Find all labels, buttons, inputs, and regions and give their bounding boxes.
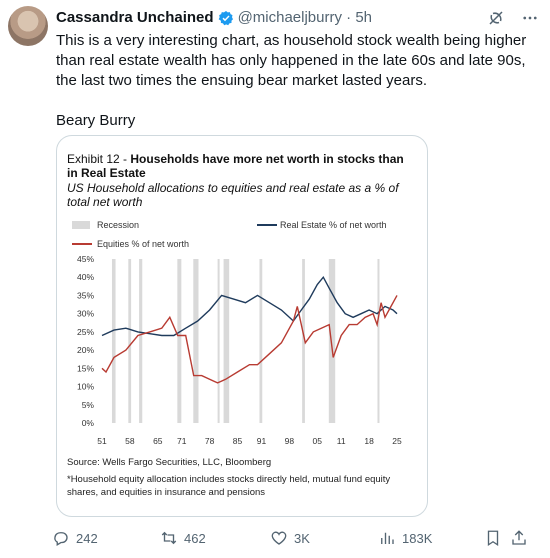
y-tick-label: 5% bbox=[82, 400, 95, 410]
repost-button[interactable]: 462 bbox=[160, 529, 206, 547]
recession-band-4 bbox=[193, 259, 199, 423]
x-tick-label: 65 bbox=[153, 436, 163, 446]
views-icon bbox=[381, 532, 394, 544]
legend-label-equities: Equities % of net worth bbox=[97, 239, 189, 249]
share-icon bbox=[512, 530, 526, 545]
recession-band-0 bbox=[111, 259, 116, 423]
recession-band-2 bbox=[139, 259, 143, 423]
verified-badge-icon bbox=[218, 10, 233, 25]
legend-label-recession: Recession bbox=[97, 220, 139, 230]
view-count: 183K bbox=[402, 530, 433, 546]
author-name[interactable]: Cassandra Unchained bbox=[56, 9, 214, 26]
exhibit-title-text: Households have more net worth in stocks… bbox=[67, 152, 404, 180]
x-tick-label: 11 bbox=[337, 436, 346, 446]
x-tick-label: 78 bbox=[205, 436, 215, 446]
bookmark-button[interactable] bbox=[484, 529, 502, 547]
x-tick-label: 58 bbox=[125, 436, 135, 446]
recession-band-8 bbox=[302, 259, 305, 423]
x-tick-label: 98 bbox=[285, 436, 295, 446]
tweet-header: Cassandra Unchained @michaeljburry · 5h bbox=[56, 9, 372, 26]
y-tick-label: 45% bbox=[77, 254, 94, 264]
chart-footnote: *Household equity allocation includes st… bbox=[67, 474, 391, 498]
x-tick-label: 91 bbox=[257, 436, 267, 446]
views-button[interactable]: 183K bbox=[378, 529, 432, 547]
post-time[interactable]: · 5h bbox=[346, 9, 373, 26]
avatar[interactable] bbox=[8, 6, 48, 46]
equities-line bbox=[101, 295, 398, 384]
y-tick-label: 20% bbox=[77, 345, 94, 355]
recession-band-10 bbox=[377, 259, 380, 423]
bookmark-icon bbox=[487, 530, 499, 547]
real-estate-line bbox=[101, 275, 398, 337]
y-tick-label: 0% bbox=[82, 418, 95, 428]
like-button[interactable]: 3K bbox=[270, 529, 310, 547]
reply-icon bbox=[54, 532, 68, 546]
exhibit-subtitle: US Household allocations to equities and… bbox=[67, 181, 399, 209]
reply-count: 242 bbox=[76, 530, 98, 546]
recession-band-7 bbox=[259, 259, 263, 423]
share-button[interactable] bbox=[510, 529, 528, 547]
like-count: 3K bbox=[294, 530, 310, 546]
recession-band-5 bbox=[217, 259, 220, 423]
recession-band-3 bbox=[177, 259, 182, 423]
exhibit-title: Exhibit 12 - Households have more net wo… bbox=[67, 152, 417, 180]
recession-band-9 bbox=[328, 259, 336, 423]
repost-icon bbox=[161, 531, 177, 545]
x-tick-label: 85 bbox=[233, 436, 243, 446]
recession-band-6 bbox=[223, 259, 230, 423]
y-tick-label: 30% bbox=[77, 309, 94, 319]
y-tick-label: 35% bbox=[77, 290, 94, 300]
like-icon bbox=[271, 531, 287, 545]
x-tick-label: 18 bbox=[364, 436, 374, 446]
x-tick-label: 25 bbox=[392, 436, 402, 446]
chart-image-card[interactable]: Exhibit 12 - Households have more net wo… bbox=[56, 135, 428, 517]
more-icon[interactable] bbox=[520, 8, 540, 28]
chart-source: Source: Wells Fargo Securities, LLC, Blo… bbox=[67, 457, 272, 468]
reply-button[interactable]: 242 bbox=[52, 529, 98, 547]
repost-count: 462 bbox=[184, 530, 206, 546]
x-tick-label: 71 bbox=[177, 436, 187, 446]
y-tick-label: 10% bbox=[77, 382, 94, 392]
legend-label-real-estate: Real Estate % of net worth bbox=[280, 220, 387, 230]
line-chart: 45% 40% 35% 30% 25% 20% 15% 10% 5% 0%51 58 65 71 78 85… bbox=[72, 220, 402, 446]
action-bar: 242 462 3K 183K bbox=[52, 529, 532, 551]
x-tick-label: 51 bbox=[97, 436, 107, 446]
y-tick-label: 15% bbox=[77, 363, 94, 373]
x-tick-label: 05 bbox=[313, 436, 323, 446]
y-tick-label: 40% bbox=[77, 272, 94, 282]
grok-icon[interactable] bbox=[486, 8, 506, 28]
tweet-text: This is a very interesting chart, as hou… bbox=[56, 32, 527, 129]
exhibit-prefix: Exhibit 12 - bbox=[67, 152, 131, 166]
author-handle[interactable]: @michaeljburry bbox=[237, 9, 342, 26]
recession-band-1 bbox=[128, 259, 132, 423]
legend-swatch-recession bbox=[72, 221, 90, 229]
y-tick-label: 25% bbox=[77, 327, 94, 337]
